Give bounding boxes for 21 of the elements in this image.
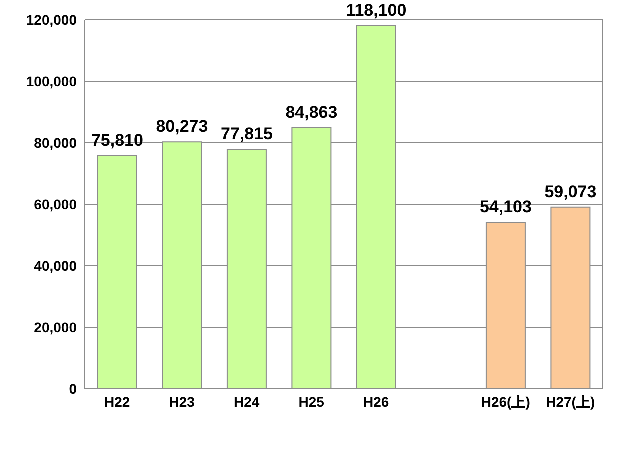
x-tick-label: H25 bbox=[298, 394, 325, 410]
y-tick-label: 60,000 bbox=[34, 196, 78, 212]
x-tick-label: H22 bbox=[104, 394, 130, 410]
x-tick-label: H24 bbox=[234, 394, 260, 410]
data-label: 118,100 bbox=[346, 0, 407, 20]
x-tick-label: H23 bbox=[169, 394, 196, 410]
y-tick-label: 20,000 bbox=[34, 319, 78, 336]
y-tick-label: 80,000 bbox=[34, 134, 78, 151]
x-tick-label: H27(上) bbox=[546, 394, 596, 410]
data-label: 59,073 bbox=[544, 182, 597, 202]
y-tick-label: 0 bbox=[69, 380, 78, 397]
y-tick-label: 120,000 bbox=[26, 12, 78, 28]
data-label: 84,863 bbox=[286, 103, 338, 122]
data-label: 75,810 bbox=[91, 130, 144, 150]
y-tick-label: 40,000 bbox=[34, 258, 78, 274]
y-tick-label: 100,000 bbox=[26, 73, 78, 90]
data-label: 80,273 bbox=[156, 117, 208, 136]
data-label: 77,815 bbox=[220, 124, 273, 144]
x-tick-label: H26 bbox=[364, 394, 390, 410]
x-tick-label: H26(上) bbox=[481, 394, 530, 410]
data-label: 54,103 bbox=[480, 198, 532, 217]
